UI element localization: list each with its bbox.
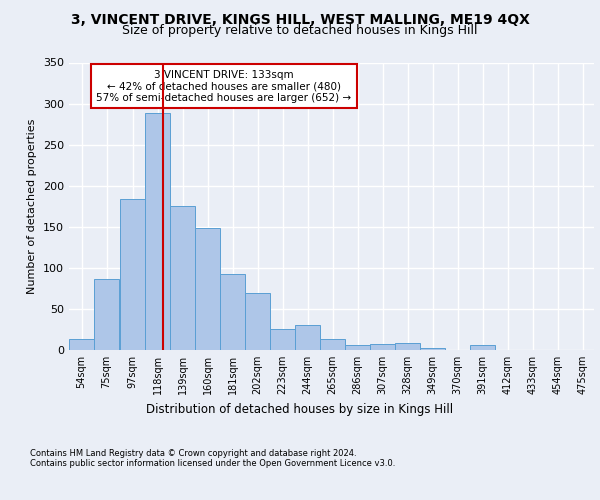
Text: Size of property relative to detached houses in Kings Hill: Size of property relative to detached ho… bbox=[122, 24, 478, 37]
Text: 3, VINCENT DRIVE, KINGS HILL, WEST MALLING, ME19 4QX: 3, VINCENT DRIVE, KINGS HILL, WEST MALLI… bbox=[71, 12, 529, 26]
Text: Contains public sector information licensed under the Open Government Licence v3: Contains public sector information licen… bbox=[30, 458, 395, 468]
Bar bbox=[195, 228, 220, 350]
Bar bbox=[245, 294, 270, 350]
Bar bbox=[370, 344, 395, 350]
Text: Contains HM Land Registry data © Crown copyright and database right 2024.: Contains HM Land Registry data © Crown c… bbox=[30, 448, 356, 458]
Bar bbox=[320, 338, 345, 350]
Bar bbox=[295, 326, 320, 350]
Bar bbox=[120, 199, 145, 350]
Bar bbox=[420, 348, 445, 350]
Bar bbox=[94, 280, 119, 350]
Bar bbox=[470, 345, 495, 350]
Bar bbox=[69, 340, 94, 350]
Text: 3 VINCENT DRIVE: 133sqm
← 42% of detached houses are smaller (480)
57% of semi-d: 3 VINCENT DRIVE: 133sqm ← 42% of detache… bbox=[97, 70, 352, 103]
Bar bbox=[145, 112, 170, 350]
Bar bbox=[170, 206, 195, 350]
Text: Distribution of detached houses by size in Kings Hill: Distribution of detached houses by size … bbox=[146, 402, 454, 415]
Y-axis label: Number of detached properties: Number of detached properties bbox=[28, 118, 37, 294]
Bar bbox=[270, 328, 295, 350]
Bar bbox=[345, 345, 370, 350]
Bar bbox=[220, 274, 245, 350]
Bar bbox=[395, 342, 420, 350]
